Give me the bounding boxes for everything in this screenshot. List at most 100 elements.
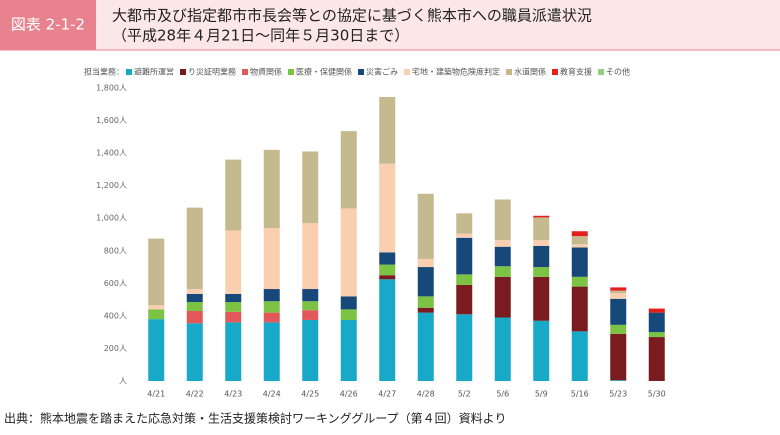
bar-segment: [417, 296, 434, 308]
bar-segment: [263, 312, 280, 323]
bar-segment: [494, 276, 511, 318]
bar-segment: [571, 331, 588, 381]
bar-segment: [148, 305, 165, 310]
x-tick-label: 5/6: [496, 390, 509, 399]
y-tick-label: 1,600人: [96, 116, 127, 125]
bar-segment: [417, 258, 434, 268]
legend-swatch: [598, 69, 604, 75]
bar-segment: [417, 312, 434, 381]
bar-segment: [225, 159, 242, 231]
legend-label: 水道関係: [514, 67, 546, 77]
bar-segment: [340, 319, 357, 381]
legend-swatch: [126, 69, 132, 75]
bar-segment: [379, 252, 396, 265]
bar-segment: [533, 240, 550, 246]
y-tick-label: 1,400人: [96, 149, 127, 158]
y-tick-label: 400人: [104, 311, 127, 320]
bar-segment: [648, 308, 665, 313]
bar-segment: [148, 238, 165, 306]
bar-segment: [571, 276, 588, 287]
legend-label: 避難所運営: [134, 67, 174, 77]
bar-segment: [456, 314, 473, 381]
bar-segment: [225, 311, 242, 323]
source: 出典：熊本地震を踏まえた応急対策・生活支援策検討ワーキンググループ（第４回）資料…: [4, 411, 506, 426]
bar-segment: [340, 131, 357, 209]
bar-segment: [533, 217, 550, 241]
bar-segment: [494, 317, 511, 381]
bar-segment: [186, 323, 203, 381]
bar-segment: [417, 267, 434, 297]
title-line: 大都市及び指定都市市長会等との協定に基づく熊本市への職員派遣状況: [112, 7, 592, 25]
bar-segment: [571, 231, 588, 237]
bar-segment: [186, 311, 203, 324]
bar-segment: [571, 236, 588, 245]
bar-segment: [610, 290, 627, 294]
bar-segment: [186, 302, 203, 312]
bar-segment: [225, 302, 242, 312]
bar-segment: [340, 309, 357, 320]
bar-segment: [225, 322, 242, 381]
bar-segment: [302, 301, 319, 311]
bar-segment: [571, 244, 588, 248]
bar-segment: [533, 267, 550, 277]
x-tick-label: 4/28: [417, 390, 435, 399]
bar-segment: [263, 227, 280, 290]
bar-segment: [379, 163, 396, 253]
bar-segment: [263, 322, 280, 381]
bar-segment: [494, 266, 511, 277]
bar-segment: [494, 199, 511, 241]
x-tick-label: 4/22: [186, 390, 204, 399]
legend-swatch: [180, 69, 186, 75]
bar-segment: [456, 213, 473, 234]
y-tick-label: 200人: [104, 344, 127, 353]
y-tick-label: 1,200人: [96, 181, 127, 190]
bar-segment: [648, 312, 665, 333]
bar-segment: [148, 309, 165, 320]
bar-segment: [610, 333, 627, 381]
bar-segment: [456, 274, 473, 285]
bar-segment: [302, 310, 319, 320]
x-tick-label: 4/24: [263, 390, 281, 399]
bar-segment: [456, 237, 473, 275]
y-tick-label: 1,800人: [96, 84, 127, 93]
bar-segment: [302, 289, 319, 302]
x-tick-label: 4/21: [147, 390, 165, 399]
bar-segment: [648, 332, 665, 338]
bar-segment: [379, 96, 396, 164]
legend-swatch: [358, 69, 364, 75]
bar-segment: [571, 286, 588, 332]
x-tick-label: 5/16: [571, 390, 589, 399]
legend-label: その他: [606, 67, 630, 77]
bar-segment: [610, 298, 627, 325]
bar-segment: [186, 289, 203, 294]
legend-swatch: [404, 69, 410, 75]
x-tick-label: 4/27: [378, 390, 396, 399]
bar-segment: [302, 151, 319, 224]
legend-label: 医療・保健関係: [296, 67, 352, 77]
x-tick-label: 4/26: [340, 390, 358, 399]
legend-label: 災害ごみ: [366, 67, 398, 77]
legend-swatch: [242, 69, 248, 75]
legend-label: 宅地・建築物危険度判定: [412, 67, 500, 77]
bar-segment: [571, 247, 588, 277]
x-tick-label: 5/2: [458, 390, 471, 399]
legend-label: り災証明業務: [188, 67, 236, 77]
y-tick-label: 1,000人: [96, 214, 127, 223]
legend-title: 担当業務：: [84, 67, 124, 77]
bar-segment: [186, 293, 203, 303]
bar-segment: [610, 293, 627, 299]
legend-swatch: [506, 69, 512, 75]
bar-segment: [340, 296, 357, 310]
bar-segment: [263, 149, 280, 228]
bar-segment: [263, 289, 280, 302]
bar-segment: [302, 223, 319, 290]
bar-segment: [186, 207, 203, 290]
bar-segment: [494, 246, 511, 267]
chart: 人 200人 400人 600人 800人 1,000人 1,200人 1,400人 1,600…: [84, 67, 666, 399]
bar-segment: [456, 233, 473, 238]
header-label: 図表 2-1-2: [11, 16, 85, 34]
x-tick-label: 5/30: [648, 390, 666, 399]
bar-segment: [610, 287, 627, 291]
bar-segment: [340, 208, 357, 297]
